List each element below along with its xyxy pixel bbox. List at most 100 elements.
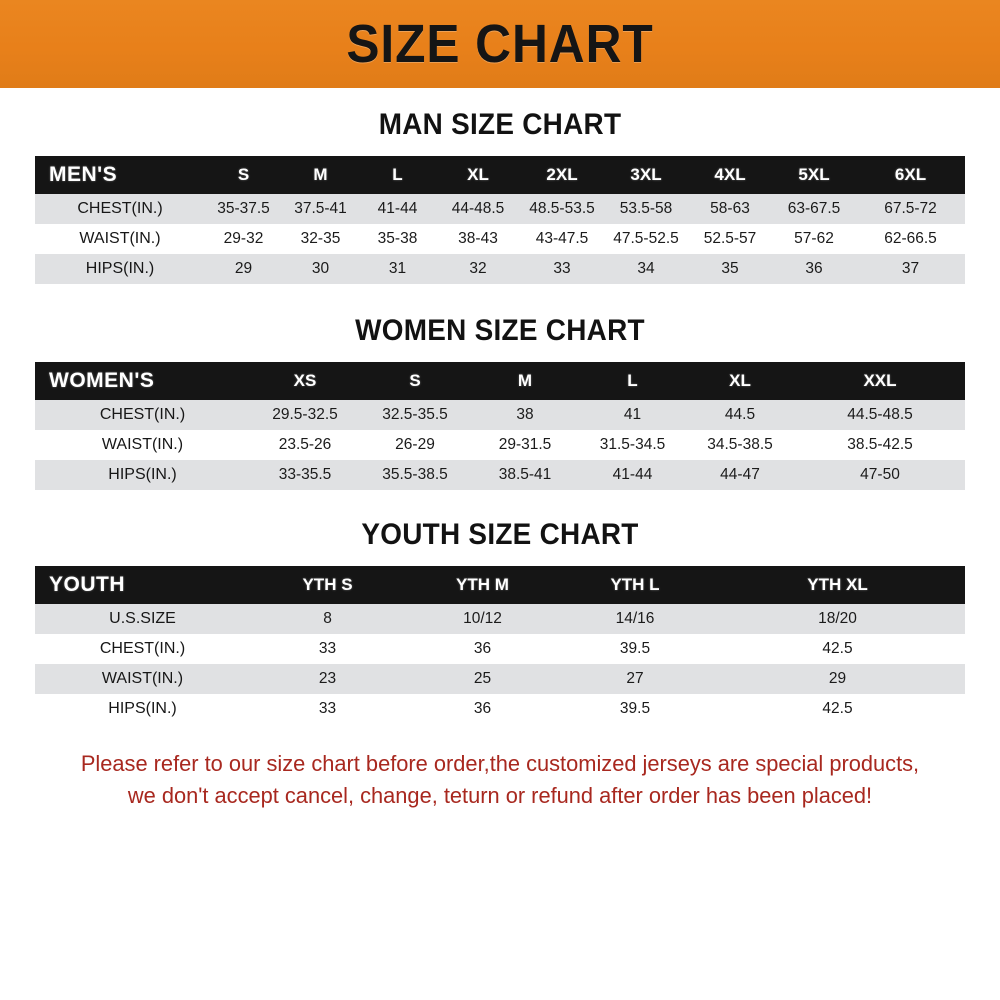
women-col-header: M [517, 371, 533, 390]
man-col-header: 3XL [630, 165, 662, 184]
man-cell: 47.5-52.5 [613, 230, 679, 247]
youth-cell: 14/16 [615, 610, 655, 627]
man-cell: 58-63 [710, 200, 750, 217]
youth-cell: 18/20 [818, 610, 857, 627]
women-cell: 29-31.5 [498, 436, 552, 453]
man-cell: 34 [637, 260, 655, 277]
table-row: HIPS(IN.) 33-35.5 35.5-38.5 38.5-41 41-4… [35, 460, 965, 490]
man-col-header: 6XL [894, 165, 927, 184]
section-women: WOMEN SIZE CHART WOMEN'S XS S M L XL XXL [0, 314, 1000, 490]
women-cell: 44-47 [720, 466, 760, 483]
women-col-header: L [627, 371, 638, 390]
table-row: CHEST(IN.) 35-37.5 37.5-41 41-44 44-48.5… [35, 194, 965, 224]
youth-cell: 36 [473, 640, 492, 657]
youth-header-row: YOUTH YTH S YTH M YTH L YTH XL [35, 566, 965, 604]
women-cell: 47-50 [860, 466, 900, 483]
women-cell: 31.5-34.5 [599, 436, 666, 453]
man-col-header: M [313, 165, 328, 184]
man-cell: 62-66.5 [884, 230, 937, 247]
youth-cell: 25 [473, 670, 492, 687]
youth-col-header: YTH XL [807, 575, 868, 594]
man-cell: 57-62 [794, 230, 834, 247]
youth-col-header: YTH L [610, 575, 660, 594]
youth-cell: 42.5 [822, 700, 853, 717]
youth-row-label: HIPS(IN.) [108, 700, 177, 717]
man-cell: 35-38 [377, 230, 418, 247]
youth-cell: 42.5 [822, 640, 853, 657]
table-row: HIPS(IN.) 29 30 31 32 33 34 35 36 37 [35, 254, 965, 284]
youth-row-label: U.S.SIZE [109, 610, 176, 627]
man-cell: 29 [234, 260, 253, 277]
man-cell: 32 [469, 260, 487, 277]
man-cell: 29-32 [223, 230, 264, 247]
man-cell: 37.5-41 [294, 200, 347, 217]
women-cell: 38 [516, 406, 534, 423]
man-corner-label: MEN'S [49, 163, 118, 186]
man-cell: 32-35 [300, 230, 341, 247]
women-col-header: XS [293, 371, 317, 390]
youth-corner-label: YOUTH [49, 573, 125, 596]
women-table-body: WOMEN'S XS S M L XL XXL CHEST(IN.) 29.5-… [35, 362, 965, 490]
table-row: CHEST(IN.) 29.5-32.5 32.5-35.5 38 41 44.… [35, 400, 965, 430]
table-row: WAIST(IN.) 29-32 32-35 35-38 38-43 43-47… [35, 224, 965, 254]
youth-cell: 33 [318, 640, 337, 657]
man-cell: 30 [311, 260, 330, 277]
section-title-women: WOMEN SIZE CHART [355, 314, 645, 347]
youth-cell: 23 [318, 670, 337, 687]
man-cell: 37 [901, 260, 920, 277]
youth-table-body: YOUTH YTH S YTH M YTH L YTH XL U.S.SIZE … [35, 566, 965, 724]
man-col-header: 5XL [798, 165, 830, 184]
table-row: WAIST(IN.) 23.5-26 26-29 29-31.5 31.5-34… [35, 430, 965, 460]
man-cell: 48.5-53.5 [529, 200, 595, 217]
man-col-header: XL [467, 165, 489, 184]
youth-cell: 27 [626, 670, 644, 687]
women-col-header: XXL [863, 371, 897, 390]
women-cell: 29.5-32.5 [272, 406, 338, 423]
women-size-table: WOMEN'S XS S M L XL XXL CHEST(IN.) 29.5-… [35, 362, 965, 490]
women-col-header: XL [729, 371, 751, 390]
women-cell: 38.5-41 [498, 466, 552, 483]
women-corner-label: WOMEN'S [49, 369, 155, 392]
women-header-row: WOMEN'S XS S M L XL XXL [35, 362, 965, 400]
section-man: MAN SIZE CHART MEN'S S M L XL 2XL 3XL 4X… [0, 108, 1000, 284]
women-cell: 41 [623, 406, 642, 423]
youth-size-table: YOUTH YTH S YTH M YTH L YTH XL U.S.SIZE … [35, 566, 965, 724]
man-size-table: MEN'S S M L XL 2XL 3XL 4XL 5XL 6XL CHEST… [35, 156, 965, 284]
man-col-header: L [392, 165, 403, 184]
women-cell: 26-29 [395, 436, 435, 453]
man-cell: 43-47.5 [535, 230, 589, 247]
order-policy-note: Please refer to our size chart before or… [15, 748, 985, 812]
women-row-label: WAIST(IN.) [101, 436, 184, 453]
youth-cell: 36 [473, 700, 492, 717]
man-cell: 67.5-72 [884, 200, 937, 217]
youth-cell: 10/12 [463, 610, 502, 627]
man-col-header: 2XL [546, 165, 578, 184]
youth-row-label: CHEST(IN.) [99, 640, 186, 657]
women-row-label: CHEST(IN.) [99, 406, 186, 423]
youth-cell: 8 [323, 610, 332, 627]
youth-col-header: YTH M [456, 575, 509, 594]
man-cell: 36 [805, 260, 823, 277]
man-cell: 41-44 [377, 200, 418, 217]
women-row-label: HIPS(IN.) [108, 466, 177, 483]
youth-col-header: YTH S [302, 575, 353, 594]
table-row: WAIST(IN.) 23 25 27 29 [35, 664, 965, 694]
man-col-header: S [237, 165, 250, 184]
man-cell: 44-48.5 [451, 200, 505, 217]
page-title: SIZE CHART [346, 14, 654, 74]
note-line-1: Please refer to our size chart before or… [80, 751, 920, 776]
man-cell: 53.5-58 [619, 200, 673, 217]
man-cell: 63-67.5 [787, 200, 841, 217]
man-row-label: CHEST(IN.) [77, 200, 163, 217]
women-cell: 33-35.5 [278, 466, 332, 483]
table-row: HIPS(IN.) 33 36 39.5 42.5 [35, 694, 965, 724]
women-cell: 32.5-35.5 [382, 406, 448, 423]
man-row-label: WAIST(IN.) [79, 230, 161, 247]
man-cell: 38-43 [458, 230, 498, 247]
man-cell: 35 [721, 260, 739, 277]
man-col-header: 4XL [714, 165, 746, 184]
women-cell: 35.5-38.5 [382, 466, 448, 483]
table-row: CHEST(IN.) 33 36 39.5 42.5 [35, 634, 965, 664]
man-cell: 33 [553, 260, 571, 277]
